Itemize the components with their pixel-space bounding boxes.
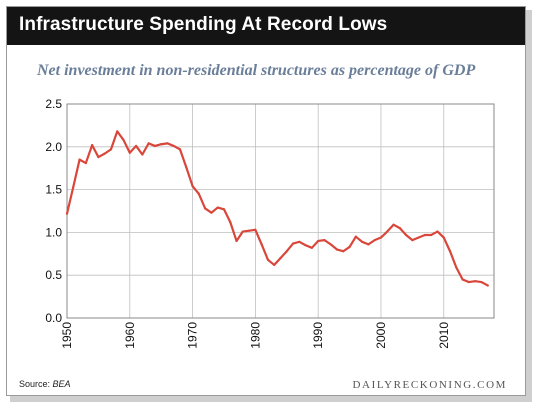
source-label: Source:: [19, 379, 51, 389]
data-point: [317, 239, 320, 243]
x-axis: 1950 1960 1970 1980 1990 2000 2010: [60, 322, 451, 349]
data-point: [109, 148, 113, 151]
data-point: [386, 230, 389, 233]
data-point: [222, 208, 226, 211]
data-point: [392, 223, 395, 226]
data-point: [304, 244, 307, 247]
data-point: [448, 250, 452, 253]
data-point: [398, 227, 401, 230]
data-point: [185, 166, 188, 169]
data-point: [248, 229, 251, 232]
data-point: [436, 230, 439, 233]
data-point: [78, 158, 81, 161]
y-tick-label: 1.5: [45, 183, 62, 197]
data-point: [65, 212, 69, 215]
data-point: [417, 236, 420, 239]
x-tick-label: 2000: [374, 322, 388, 349]
data-point: [329, 243, 332, 246]
data-point: [91, 143, 94, 147]
data-point: [455, 266, 458, 269]
data-point: [411, 239, 414, 242]
data-point: [285, 250, 288, 253]
data-point: [404, 233, 408, 237]
y-tick-label: 2.5: [45, 97, 62, 111]
x-tick-label: 1950: [60, 322, 74, 349]
data-point: [241, 230, 244, 233]
data-point: [260, 243, 263, 246]
x-tick-label: 2010: [437, 322, 451, 349]
plot-frame: [66, 103, 495, 319]
data-point: [134, 144, 138, 148]
data-point: [379, 236, 383, 239]
data-point: [266, 258, 270, 261]
brand-watermark: DAILYRECKONING.COM: [352, 379, 507, 391]
data-point: [191, 185, 194, 188]
x-tick-label: 1980: [248, 322, 262, 349]
data-point: [480, 280, 483, 284]
data-point: [210, 211, 213, 214]
data-point: [361, 240, 364, 243]
data-point: [474, 280, 477, 283]
y-tick-label: 2.0: [45, 140, 62, 154]
data-point: [430, 233, 433, 237]
y-tick-label: 0.5: [45, 268, 62, 282]
data-point: [172, 144, 175, 148]
data-point: [72, 185, 75, 189]
y-tick-label: 1.0: [45, 225, 62, 239]
data-point: [160, 143, 163, 146]
data-point: [229, 221, 232, 224]
data-point: [147, 142, 150, 145]
data-point: [254, 228, 257, 231]
data-point: [103, 152, 106, 155]
data-point: [354, 235, 357, 238]
y-tick-label: 0.0: [45, 311, 62, 325]
data-point: [116, 130, 119, 133]
data-point: [442, 236, 445, 239]
data-point: [216, 206, 219, 209]
line-chart: 0.0 0.5 1.0 1.5 2.0 2.5 1950 1960 1970 1980 1990 2…: [45, 97, 495, 349]
y-axis: 0.0 0.5 1.0 1.5 2.0 2.5: [45, 97, 62, 325]
data-point: [348, 245, 351, 249]
data-points: [65, 130, 489, 287]
x-tick-label: 1990: [311, 322, 325, 349]
data-point: [423, 233, 427, 237]
data-point: [141, 153, 144, 156]
data-point: [342, 250, 345, 253]
data-point: [310, 246, 313, 249]
chart-subtitle: Net investment in non-residential struct…: [37, 62, 476, 79]
grid: [66, 103, 494, 319]
data-point: [273, 263, 276, 267]
data-point: [461, 278, 464, 281]
data-point: [178, 148, 182, 151]
data-point: [122, 138, 125, 142]
data-point: [298, 240, 301, 243]
data-point: [97, 155, 100, 159]
chart-title: Infrastructure Spending At Record Lows: [19, 14, 388, 35]
x-tick-label: 1970: [186, 322, 200, 349]
data-point: [128, 151, 131, 154]
x-tick-label: 1960: [123, 322, 137, 349]
data-point: [166, 142, 169, 145]
data-point: [235, 239, 238, 243]
data-point: [323, 239, 326, 242]
data-point: [279, 256, 282, 260]
source-note: Source: BEA: [19, 379, 71, 389]
data-point: [204, 207, 207, 210]
data-point: [84, 161, 87, 165]
data-point: [197, 192, 200, 195]
data-point: [467, 280, 470, 284]
series-line: [65, 130, 489, 287]
title-bar: Infrastructure Spending At Record Lows: [7, 7, 525, 45]
data-point: [486, 284, 489, 287]
data-point: [291, 242, 295, 245]
data-point: [373, 239, 376, 242]
data-point: [153, 144, 157, 148]
data-point: [335, 248, 339, 251]
source-name: BEA: [52, 379, 71, 389]
chart-card: Infrastructure Spending At Record Lows N…: [6, 6, 526, 396]
data-point: [367, 243, 370, 246]
